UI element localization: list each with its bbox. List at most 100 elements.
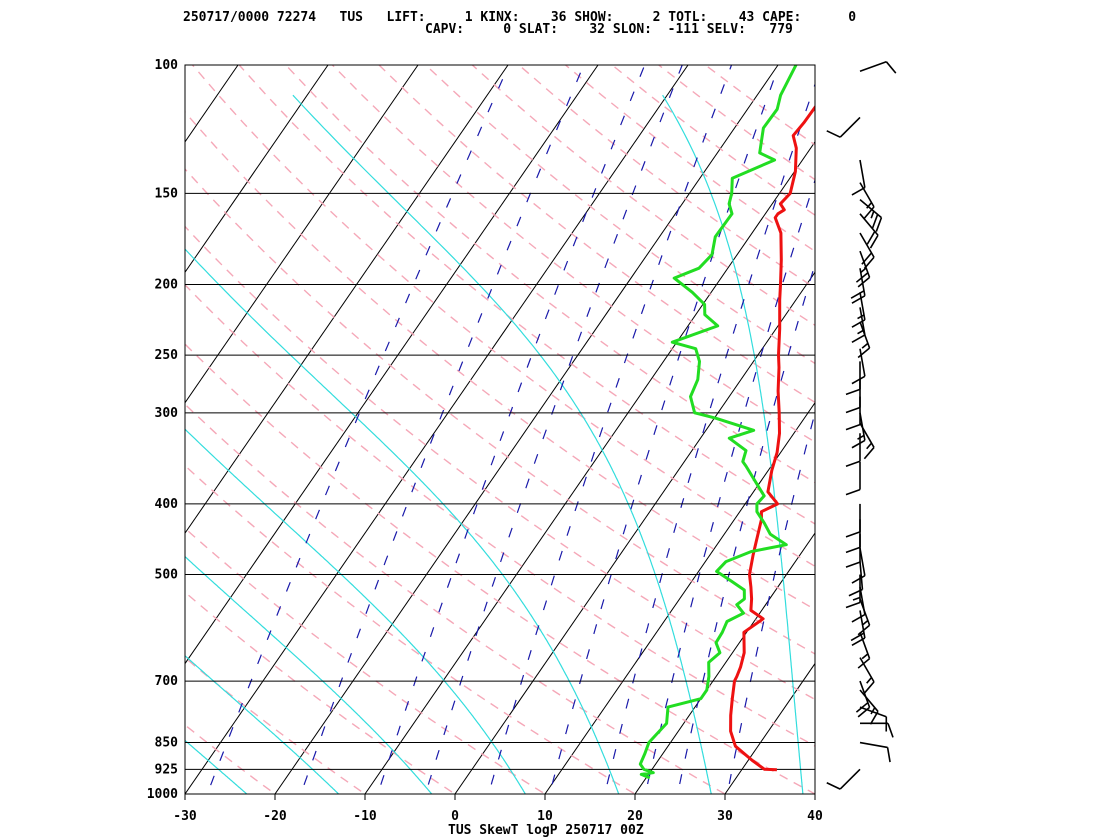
wind-barb-flag xyxy=(855,702,869,713)
wind-barb xyxy=(851,159,866,196)
dry-adiabat xyxy=(378,65,815,404)
dry-adiabat xyxy=(0,65,114,809)
isotherm xyxy=(0,65,148,794)
wind-barb xyxy=(859,213,879,249)
wind-barb-flag xyxy=(845,561,861,568)
dry-adiabat xyxy=(185,343,815,794)
temperature-label: -10 xyxy=(353,809,377,824)
wind-barb-flag xyxy=(851,637,866,647)
temperature-label: 30 xyxy=(717,809,733,824)
isotherm xyxy=(274,65,779,794)
wind-barb-half-flag xyxy=(861,342,869,349)
wind-barb-flag xyxy=(851,319,866,328)
wind-barb-flag xyxy=(885,61,897,74)
wind-barb-flag xyxy=(845,531,861,538)
wind-barb-flag xyxy=(851,375,866,385)
wind-barb-shaft xyxy=(859,586,866,615)
isotherm xyxy=(185,65,509,535)
wind-barb xyxy=(826,768,861,790)
wind-barb xyxy=(859,199,883,232)
mixing-ratio-line xyxy=(676,262,815,794)
mixing-ratio-line xyxy=(300,65,585,794)
header-line-1: 250717/0000 72274 TUS LIFT: 1 KINX: 36 S… xyxy=(183,10,857,25)
wind-barb-half-flag xyxy=(861,619,869,626)
wind-barb xyxy=(851,412,866,449)
temperature-labels: -30 -20 -10 0 10 20 30 40 xyxy=(173,809,823,824)
dry-adiabat xyxy=(185,167,815,655)
isotherm xyxy=(185,65,239,143)
wind-barb-half-flag xyxy=(866,442,873,450)
temperature-label: -20 xyxy=(263,809,287,824)
moist-adiabat xyxy=(185,555,433,794)
x-axis-caption: TUS SkewT logP 250717 00Z xyxy=(448,823,644,838)
wind-barb-flag xyxy=(857,657,871,669)
mixing-ratio-line xyxy=(377,65,646,794)
wind-barb-flag xyxy=(863,681,875,694)
wind-barb-flag xyxy=(857,706,871,718)
pressure-label: 250 xyxy=(155,348,179,363)
isotherm xyxy=(185,65,689,794)
wind-barb-shaft xyxy=(859,159,866,188)
wind-barb-flag xyxy=(863,206,875,219)
wind-barb-flag xyxy=(850,632,865,642)
wind-barb-flag xyxy=(871,214,879,229)
wind-barb-flag xyxy=(845,423,861,431)
wind-barb-shaft xyxy=(839,768,861,790)
wind-barb xyxy=(855,680,871,718)
wind-barb xyxy=(859,182,875,219)
wind-barb-half-flag xyxy=(861,653,869,660)
wind-barb xyxy=(851,586,866,623)
wind-barb-flag xyxy=(845,388,861,396)
temperature-label: -30 xyxy=(173,809,197,824)
plot-frame xyxy=(184,64,816,800)
pressure-label: 925 xyxy=(155,762,178,777)
wind-barb-half-flag xyxy=(870,707,876,715)
dry-adiabat xyxy=(518,65,815,289)
wind-barb-flag xyxy=(845,460,861,468)
wind-barb-flag xyxy=(869,234,879,249)
temperature-label: 40 xyxy=(807,809,823,824)
wind-barb xyxy=(845,396,861,431)
wind-barb xyxy=(851,548,866,584)
wind-barb-flag xyxy=(886,747,891,763)
wind-barb-flag xyxy=(875,217,883,232)
wind-barb xyxy=(859,232,875,270)
wind-barb xyxy=(845,503,861,538)
dry-adiabat xyxy=(185,527,547,794)
wind-barb-flag xyxy=(851,295,866,304)
temperature-label: 0 xyxy=(451,809,459,824)
dry-adiabat xyxy=(185,403,727,794)
wind-barb-flag xyxy=(851,439,866,449)
temperature-label: 20 xyxy=(627,809,643,824)
wind-barb-half-flag xyxy=(866,677,873,684)
mixing-ratio-line xyxy=(206,65,510,794)
wind-barb-shaft xyxy=(859,60,887,73)
wind-barb-flag xyxy=(826,130,841,138)
mixing-ratio-line xyxy=(424,65,683,794)
mixing-ratio-line xyxy=(726,410,815,794)
wind-barb xyxy=(826,116,861,138)
wind-barb-shaft xyxy=(859,348,866,377)
wind-barb-half-flag xyxy=(857,329,865,335)
wind-barb-flag xyxy=(851,186,866,196)
pressure-label: 1000 xyxy=(147,787,178,802)
wind-barb xyxy=(859,741,891,763)
isotherm xyxy=(634,532,815,794)
pressure-label: 850 xyxy=(155,736,179,751)
isotherm xyxy=(185,65,419,404)
wind-barb xyxy=(845,379,861,414)
mixing-ratio-line xyxy=(604,82,815,794)
wind-barb-flag xyxy=(845,406,861,414)
moist-adiabat xyxy=(185,248,620,794)
dry-adiabat xyxy=(185,591,457,794)
pressure-labels: 100 150 200 250 300 400 500 700 850 925 1000 xyxy=(147,58,178,802)
dry-adiabat xyxy=(185,464,637,794)
pressure-label: 300 xyxy=(155,406,179,421)
isotherm xyxy=(454,271,815,794)
dry-adiabat xyxy=(565,65,815,253)
wind-barb-flag xyxy=(869,711,879,725)
wind-barb-half-flag xyxy=(857,434,865,440)
dry-adiabat xyxy=(471,65,815,327)
dry-adiabat xyxy=(185,110,815,611)
